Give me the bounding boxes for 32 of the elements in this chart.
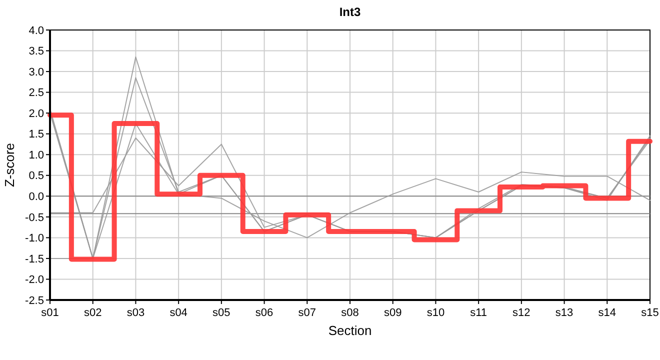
y-tick-label: 0.0	[28, 191, 44, 204]
x-tick-label: s05	[212, 307, 230, 319]
y-tick-label: -2.0	[25, 274, 44, 286]
x-tick-label: s02	[84, 307, 102, 319]
x-axis-title: Section	[328, 323, 372, 338]
y-tick-label: 0.5	[28, 170, 44, 182]
y-tick-label: 2.5	[28, 87, 44, 100]
x-tick-label: s08	[341, 307, 359, 319]
x-tick-label: s10	[426, 307, 445, 319]
y-tick-label: 1.0	[28, 149, 44, 162]
y-tick-label: -0.5	[25, 212, 44, 224]
y-tick-label: -1.5	[25, 253, 44, 266]
x-tick-label: s14	[598, 307, 616, 319]
x-tick-label: s12	[512, 307, 530, 319]
x-tick-label: s13	[555, 307, 574, 319]
y-tick-label: 4.0	[28, 24, 44, 37]
x-tick-label: s15	[641, 307, 659, 319]
y-tick-label: 3.0	[28, 66, 44, 78]
y-tick-label: 1.5	[28, 128, 44, 141]
x-tick-label: s11	[470, 307, 488, 319]
y-tick-label: 3.5	[28, 46, 44, 58]
y-tick-label: -1.0	[25, 232, 44, 245]
x-tick-label: s03	[126, 307, 145, 319]
x-tick-label: s07	[298, 307, 316, 319]
y-axis-title: Z-score	[2, 142, 17, 188]
x-tick-label: s06	[255, 307, 274, 319]
y-tick-label: -2.5	[25, 294, 44, 307]
x-tick-label: s04	[170, 307, 188, 319]
x-tick-label: s01	[41, 307, 59, 319]
x-tick-label: s09	[384, 307, 402, 319]
y-tick-label: 2.0	[28, 108, 44, 120]
chart-title: Int3	[339, 5, 361, 19]
